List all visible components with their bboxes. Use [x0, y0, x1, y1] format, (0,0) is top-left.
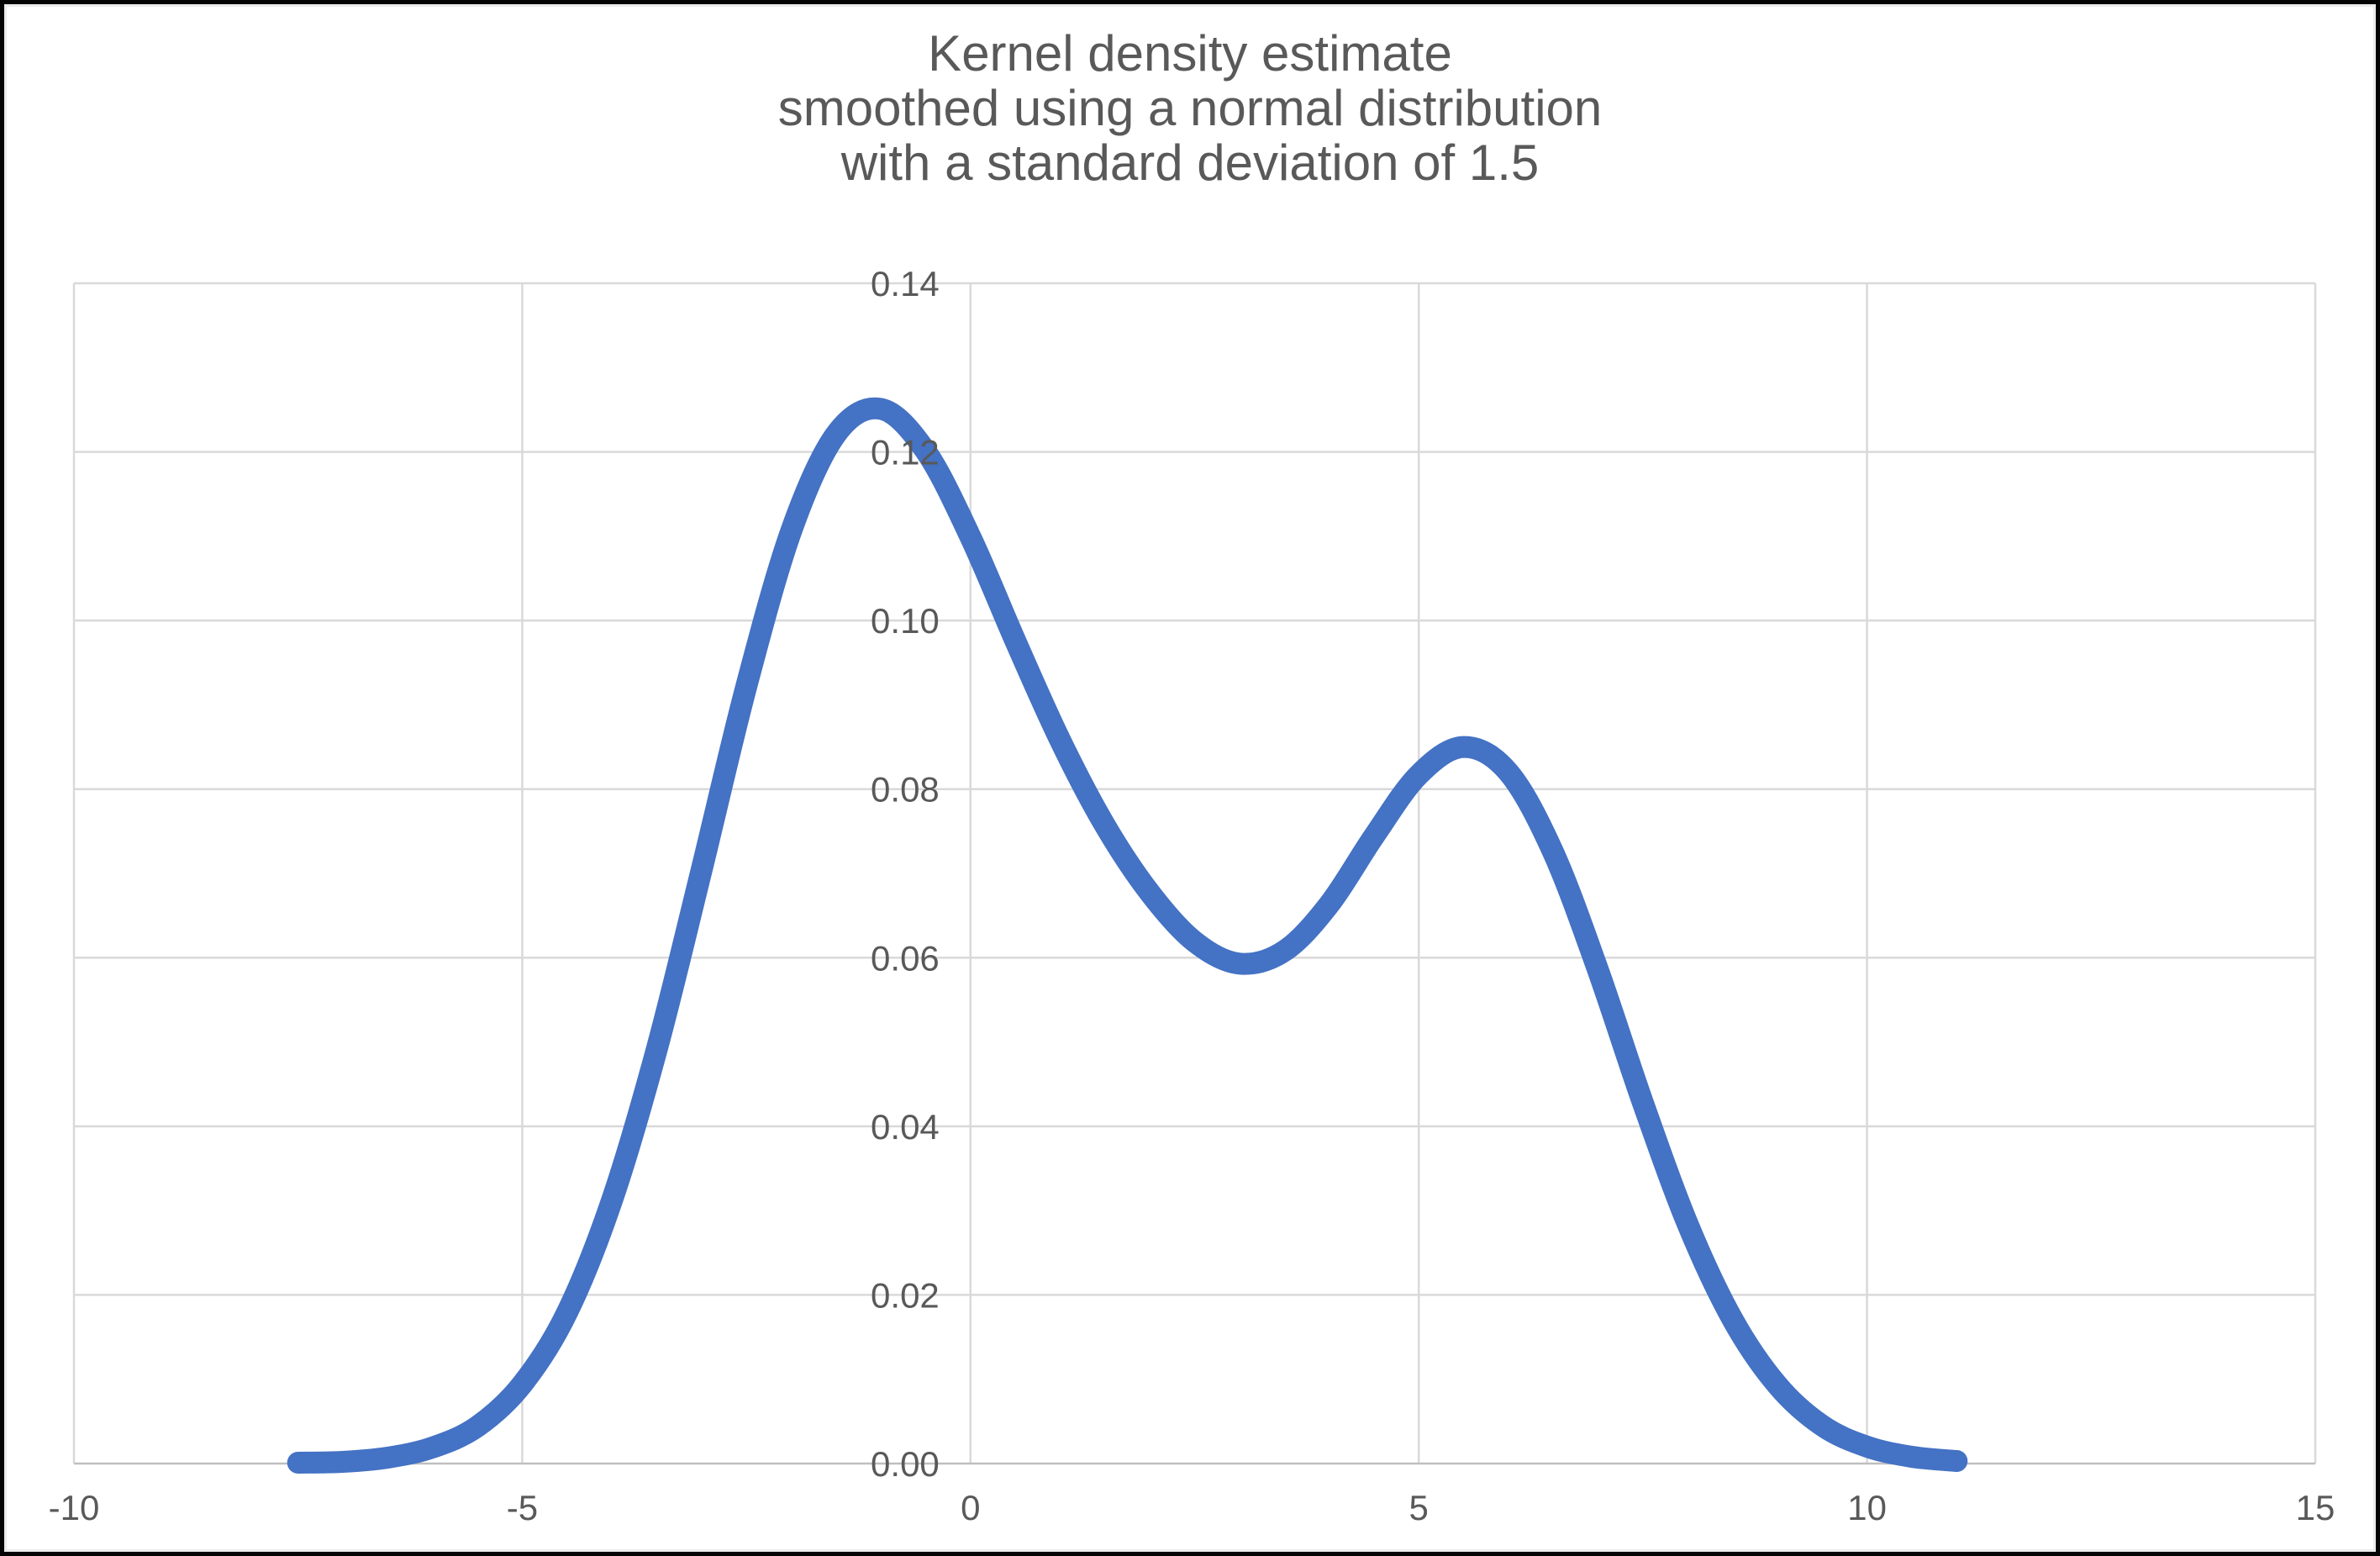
- chart-title-line-1: Kernel density estimate: [928, 25, 1452, 82]
- chart-title: Kernel density estimate smoothed using a…: [4, 26, 2376, 190]
- y-tick-label: 0.06: [871, 938, 940, 978]
- chart-title-line-2: smoothed using a normal distribution: [777, 80, 1603, 136]
- y-tick-label: 0.02: [871, 1275, 940, 1315]
- y-tick-label: 0.08: [871, 770, 940, 810]
- kde-curve-series: [287, 397, 1968, 1474]
- chart-title-line-3: with a standard deviation of 1.5: [840, 135, 1540, 191]
- y-tick-label: 0.04: [871, 1107, 940, 1147]
- y-tick-label: 0.00: [871, 1444, 940, 1484]
- x-tick-label: -5: [507, 1488, 538, 1527]
- horizontal-gridlines: [74, 282, 2315, 1296]
- y-tick-label: 0.12: [871, 433, 940, 472]
- x-axis-tick-labels: -10 -5 0 5 10 15: [49, 1488, 2335, 1527]
- y-axis-tick-labels: 0.00 0.02 0.04 0.06 0.08 0.10 0.12 0.14: [871, 264, 940, 1484]
- vertical-gridlines: [72, 283, 2317, 1464]
- y-tick-label: 0.10: [871, 601, 940, 641]
- x-tick-label: -10: [49, 1488, 100, 1527]
- x-tick-label: 10: [1847, 1488, 1887, 1527]
- x-tick-label: 0: [961, 1488, 980, 1527]
- x-tick-label: 5: [1409, 1488, 1429, 1527]
- y-tick-label: 0.14: [871, 264, 940, 303]
- plot-area: 0.00 0.02 0.04 0.06 0.08 0.10 0.12 0.14 -10 -5 0 5…: [49, 264, 2335, 1527]
- x-tick-label: 15: [2296, 1488, 2335, 1527]
